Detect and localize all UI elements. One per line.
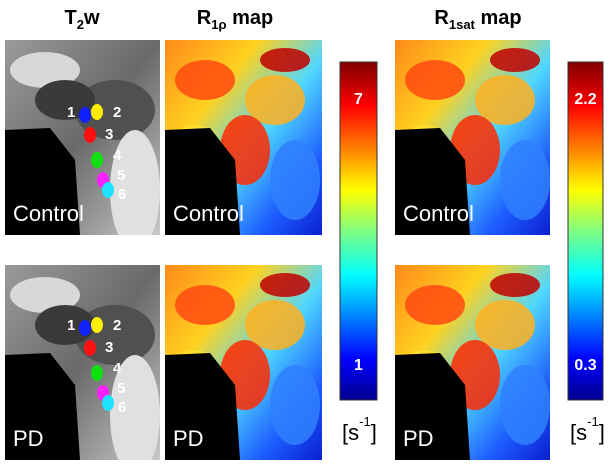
roi — [91, 317, 103, 333]
roi-label: 5 — [117, 380, 125, 397]
title-main: R — [434, 7, 449, 29]
roi-label: 5 — [117, 167, 125, 184]
title-sub: 1ρ — [211, 17, 226, 32]
roi — [91, 152, 103, 168]
roi-label: 1 — [67, 317, 75, 334]
column-title: R1sat map — [434, 7, 521, 32]
row-label: Control — [13, 201, 84, 226]
row-label: Control — [403, 201, 474, 226]
roi — [102, 395, 114, 411]
unit-close: ] — [371, 420, 377, 445]
title-rest: map — [475, 7, 522, 29]
roi — [91, 104, 103, 120]
roi-label: 6 — [118, 186, 126, 203]
roi — [79, 107, 91, 123]
region — [270, 365, 320, 445]
row-label: Control — [173, 201, 244, 226]
row-label: PD — [13, 426, 44, 451]
roi-label: 1 — [67, 104, 75, 121]
region — [500, 365, 550, 445]
region — [260, 48, 310, 72]
unit-close: ] — [599, 420, 605, 445]
unit-sup: -1 — [359, 414, 371, 429]
region — [175, 60, 235, 100]
region — [490, 273, 540, 297]
colorbar — [340, 62, 377, 400]
region — [260, 273, 310, 297]
colorbar-top: 2.2 — [574, 91, 596, 108]
roi — [84, 340, 96, 356]
figure: T2wR1ρ mapR1sat map123456ControlControlC… — [0, 0, 611, 464]
unit: [s-1] — [570, 414, 605, 445]
title-rest: w — [83, 7, 100, 29]
roi — [84, 127, 96, 143]
roi-label: 6 — [118, 399, 126, 416]
unit-main: [s — [342, 420, 359, 445]
column-title: T2w — [64, 7, 99, 32]
region — [490, 48, 540, 72]
colorbar-bottom: 0.3 — [574, 357, 596, 374]
unit-sup: -1 — [587, 414, 599, 429]
title-main: T — [64, 7, 76, 29]
roi-label: 2 — [113, 104, 121, 121]
unit: [s-1] — [342, 414, 377, 445]
row-label: PD — [173, 426, 204, 451]
region — [175, 285, 235, 325]
colorbar — [568, 62, 603, 400]
unit-main: [s — [570, 420, 587, 445]
roi-label: 4 — [113, 147, 122, 164]
row-label: PD — [403, 426, 434, 451]
roi-label: 3 — [105, 126, 113, 143]
roi — [79, 320, 91, 336]
region — [270, 140, 320, 220]
title-sub: 2 — [77, 17, 84, 32]
roi-label: 3 — [105, 339, 113, 356]
roi — [102, 182, 114, 198]
colorbar-top: 7 — [354, 91, 363, 108]
roi — [91, 365, 103, 381]
column-title: R1ρ map — [197, 7, 273, 32]
title-rest: map — [227, 7, 274, 29]
region — [405, 285, 465, 325]
title-main: R — [197, 7, 212, 29]
roi-label: 2 — [113, 317, 121, 334]
title-sub: 1sat — [449, 17, 476, 32]
colorbar-bottom: 1 — [354, 357, 363, 374]
region — [405, 60, 465, 100]
roi-label: 4 — [113, 360, 122, 377]
region — [500, 140, 550, 220]
